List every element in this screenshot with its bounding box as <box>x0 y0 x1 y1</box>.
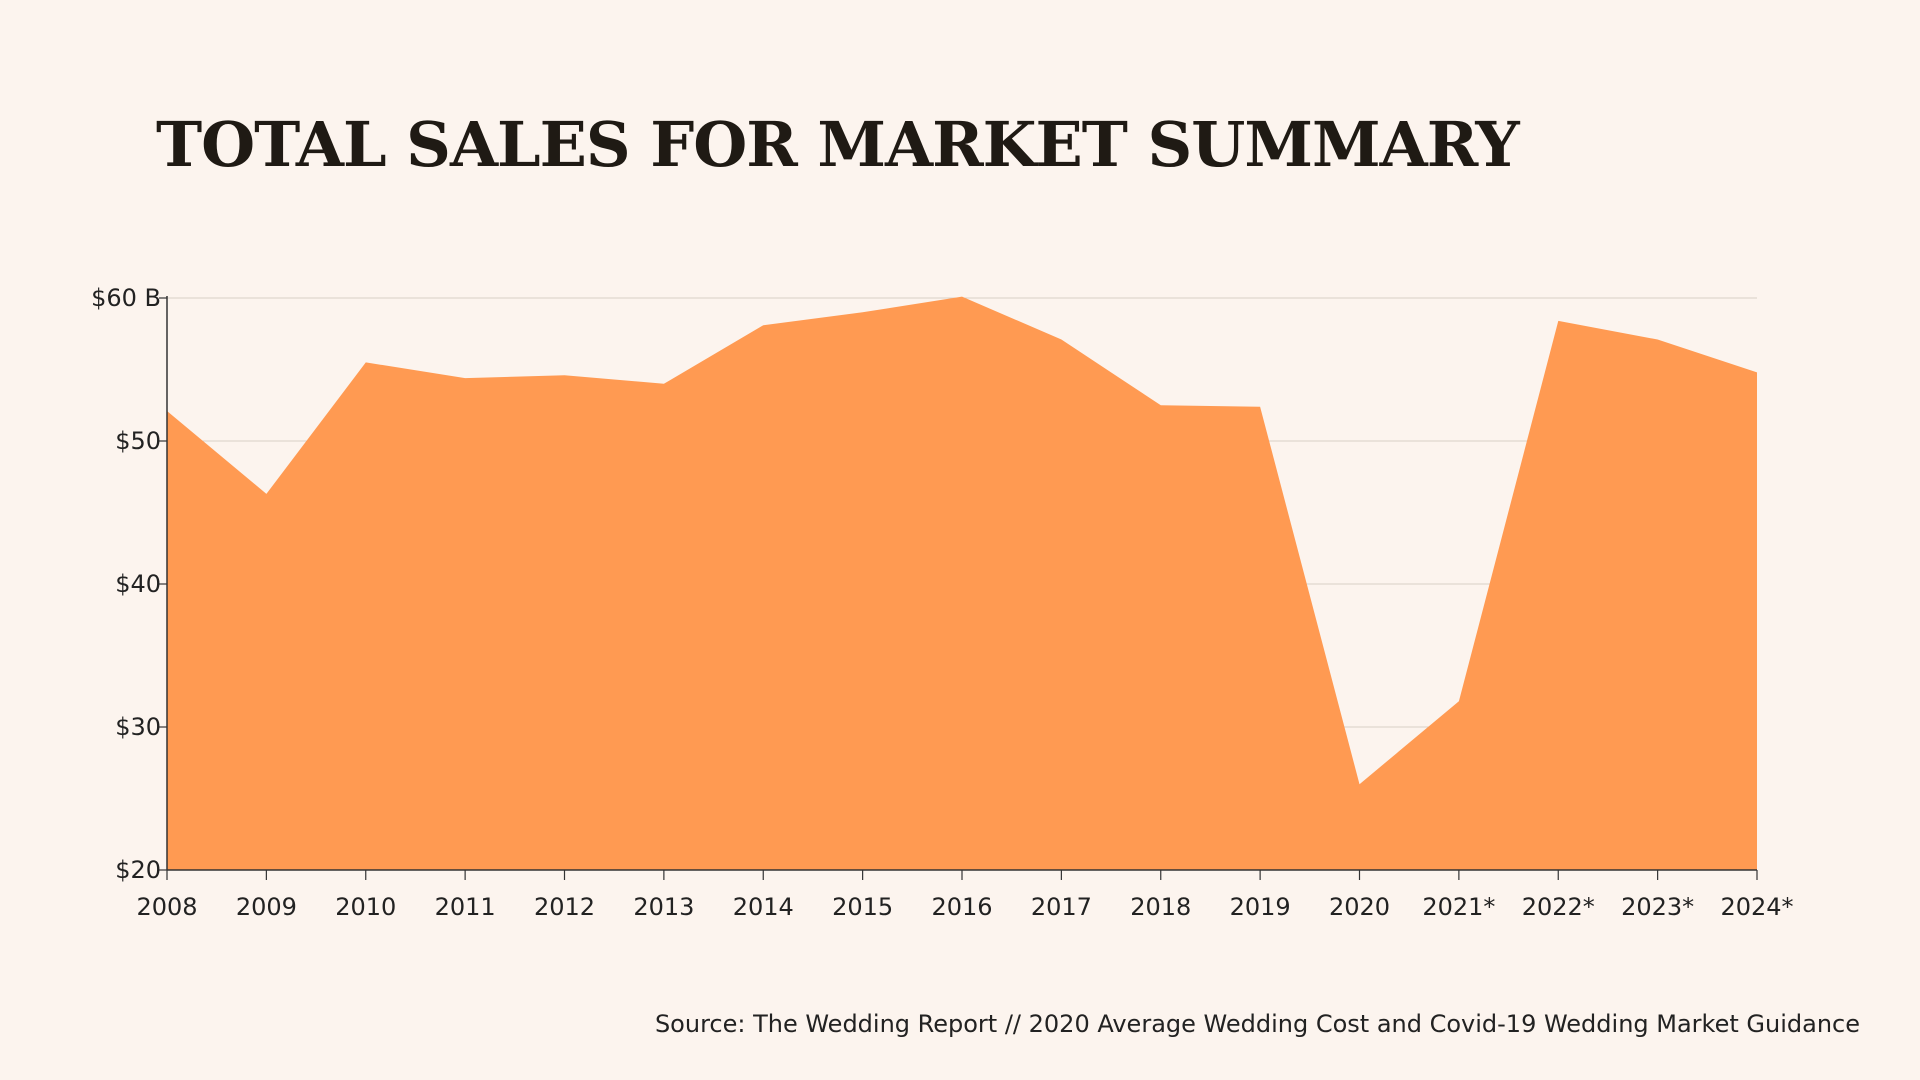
y-tick-label: $20 <box>115 856 161 884</box>
y-tick-label: $30 <box>115 713 161 741</box>
x-tick-label: 2017 <box>1031 893 1092 921</box>
x-tick-label: 2008 <box>136 893 197 921</box>
x-tick-label: 2024* <box>1720 893 1793 921</box>
y-tick-label: $40 <box>115 570 161 598</box>
y-tick-label: $60 B <box>91 284 161 312</box>
x-tick-label: 2020 <box>1329 893 1390 921</box>
area-fill <box>167 296 1757 871</box>
source-note: Source: The Wedding Report // 2020 Avera… <box>654 1010 1860 1038</box>
x-tick-label: 2023* <box>1621 893 1694 921</box>
x-tick-label: 2021* <box>1422 893 1495 921</box>
axes <box>159 296 1758 880</box>
y-tick-label: $50 <box>115 427 161 455</box>
x-tick-label: 2014 <box>733 893 794 921</box>
x-tick-label: 2009 <box>236 893 297 921</box>
x-tick-label: 2012 <box>534 893 595 921</box>
area-series <box>167 296 1757 871</box>
x-tick-labels: 2008 2009 2010 2011 2012 2013 2014 2015 2016 2017… <box>136 893 1793 921</box>
page-title: TOTAL SALES FOR MARKET SUMMARY <box>156 108 1520 181</box>
x-tick-label: 2016 <box>931 893 992 921</box>
x-tick-label: 2015 <box>832 893 893 921</box>
x-tick-label: 2010 <box>335 893 396 921</box>
x-tick-label: 2022* <box>1522 893 1595 921</box>
x-tick-label: 2018 <box>1130 893 1191 921</box>
y-tick-labels: $60 B $50 $40 $30 $20 <box>91 284 161 884</box>
x-tick-label: 2019 <box>1230 893 1291 921</box>
x-tick-label: 2013 <box>633 893 694 921</box>
x-tick-label: 2011 <box>435 893 496 921</box>
